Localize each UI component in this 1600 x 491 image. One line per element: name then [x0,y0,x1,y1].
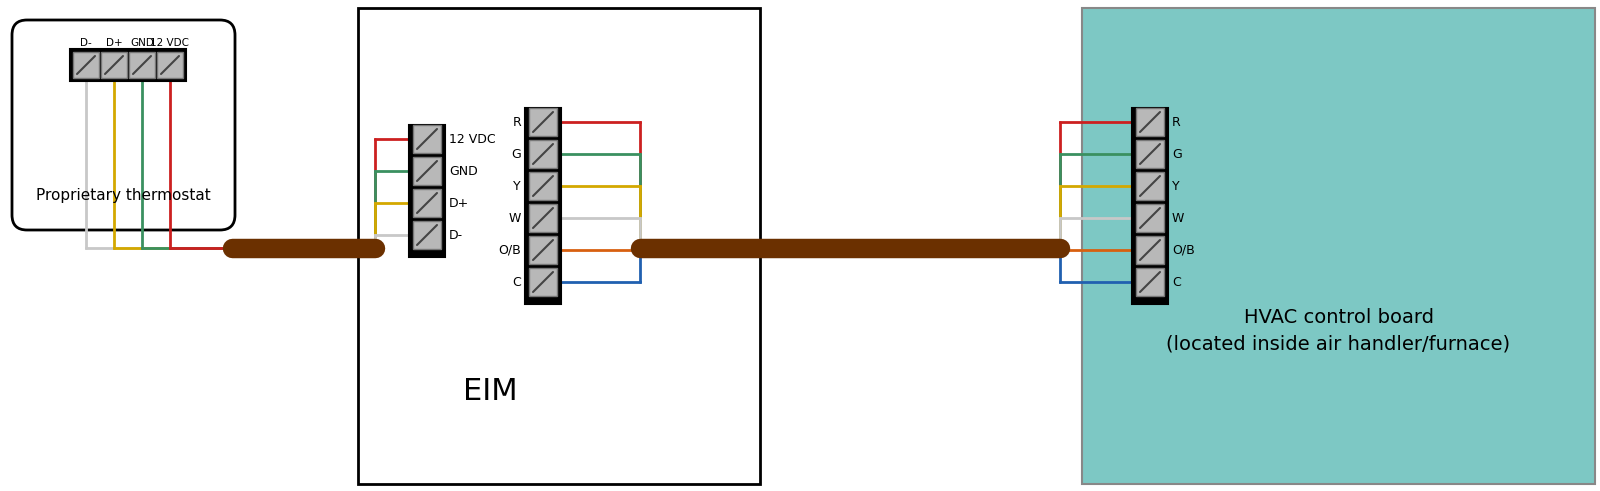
Text: G: G [512,147,522,161]
Text: 12 VDC: 12 VDC [450,133,496,145]
Bar [74,52,99,78]
Text: R: R [1171,115,1181,129]
Bar [530,268,557,296]
Text: Y: Y [514,180,522,192]
Text: GND: GND [450,164,478,178]
Text: D+: D+ [450,196,469,210]
Bar [530,108,557,136]
Text: O/B: O/B [1171,244,1195,256]
Text: O/B: O/B [498,244,522,256]
Text: W: W [509,212,522,224]
Bar [530,236,557,264]
Text: HVAC control board
(located inside air handler/furnace): HVAC control board (located inside air h… [1166,308,1510,354]
Bar [1133,108,1168,304]
Text: Proprietary thermostat: Proprietary thermostat [37,188,211,202]
Bar [70,49,186,81]
Text: D-: D- [80,38,91,48]
Bar [1136,268,1165,296]
Text: GND: GND [130,38,154,48]
Text: C: C [1171,275,1181,289]
Text: Y: Y [1171,180,1179,192]
Bar [530,172,557,200]
Text: W: W [1171,212,1184,224]
Bar [1136,172,1165,200]
Bar [1136,108,1165,136]
Bar [413,157,442,185]
Text: EIM: EIM [462,377,517,406]
Text: R: R [512,115,522,129]
Text: D-: D- [450,228,462,242]
Text: C: C [512,275,522,289]
Bar [1082,8,1595,484]
Text: D+: D+ [106,38,122,48]
Bar [530,204,557,232]
Bar [413,125,442,153]
Bar [413,221,442,249]
Bar [1136,140,1165,168]
Bar [101,52,126,78]
Bar [530,140,557,168]
Bar [157,52,182,78]
Text: G: G [1171,147,1182,161]
Bar [1136,236,1165,264]
Text: 12 VDC: 12 VDC [150,38,189,48]
Bar [413,189,442,217]
FancyBboxPatch shape [13,20,235,230]
Bar [525,108,562,304]
Bar [358,8,760,484]
Bar [410,125,445,257]
Bar [1136,204,1165,232]
Bar [130,52,155,78]
